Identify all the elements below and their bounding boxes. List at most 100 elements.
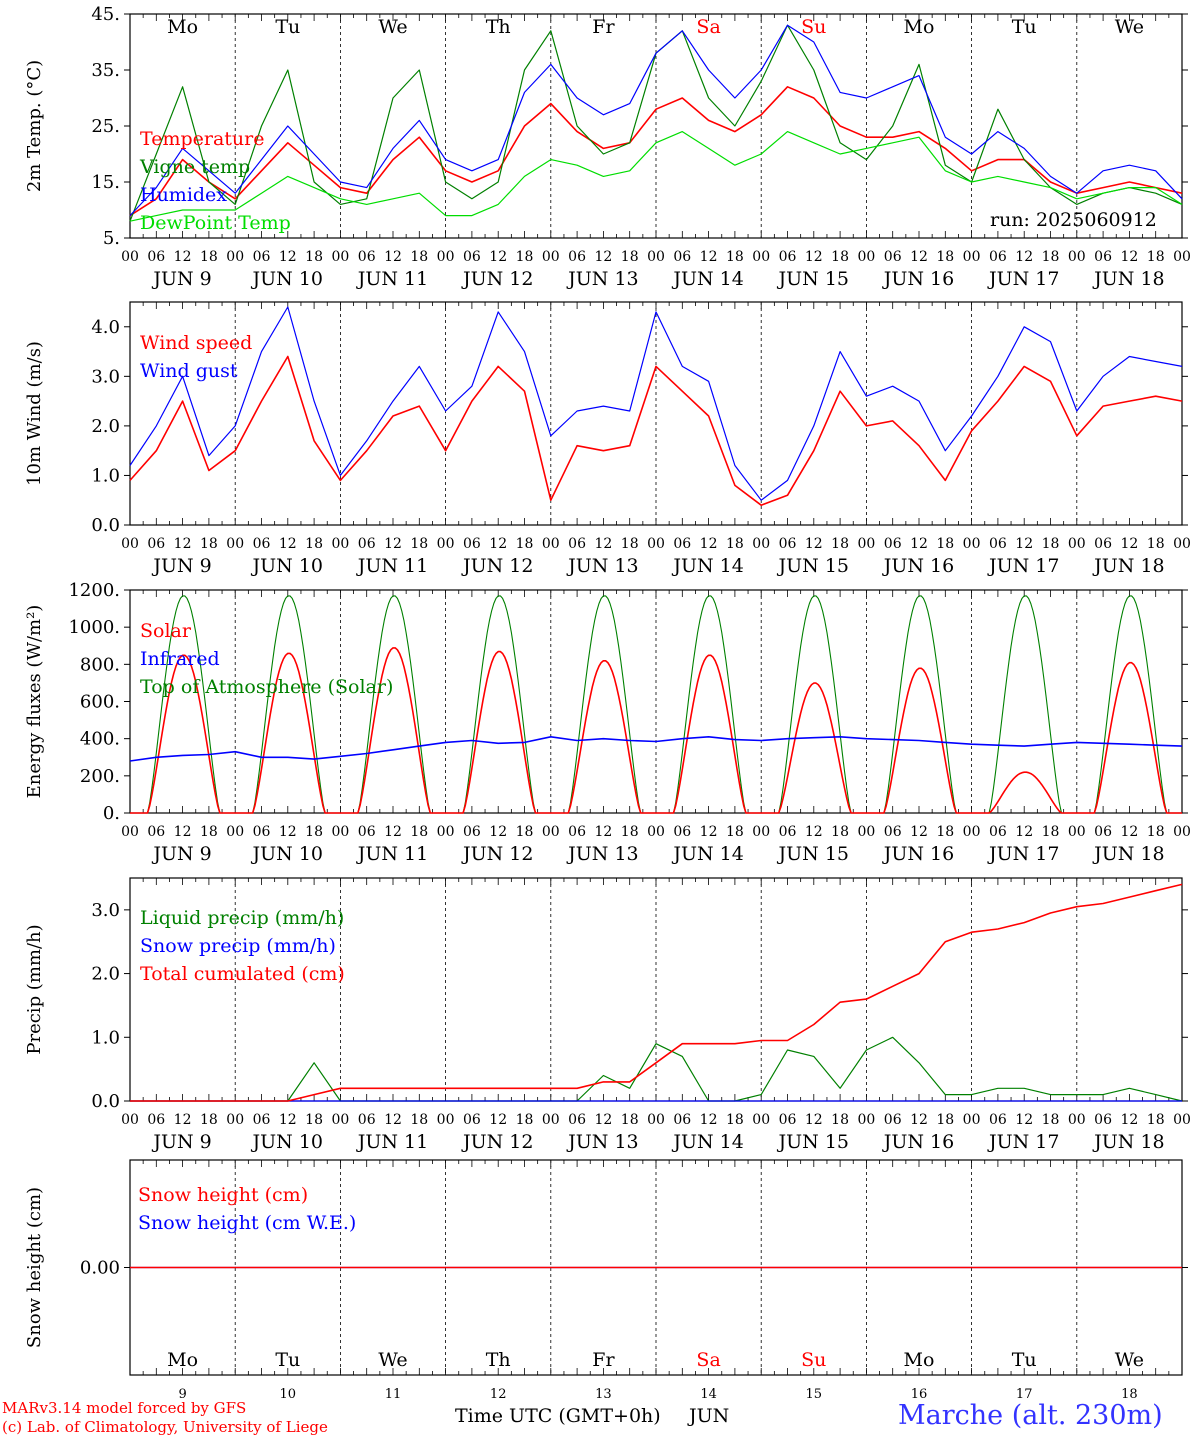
hour-tick-label: 06 [463, 536, 481, 552]
weekday-label-bottom: Th [486, 1349, 511, 1371]
legend-entry: Snow height (cm W.E.) [138, 1212, 356, 1234]
hour-tick-label: 06 [779, 1112, 797, 1128]
run-label: run: 2025060912 [990, 209, 1157, 231]
y-tick-label: 1.0 [91, 1027, 120, 1048]
hour-tick-label: 00 [542, 824, 560, 840]
weekday-label-top: We [378, 16, 407, 38]
day-number-label: 12 [490, 1387, 507, 1402]
y-tick-label: 0. [103, 803, 120, 824]
hour-tick-label: 06 [884, 249, 902, 265]
hour-tick-label: 18 [1042, 249, 1060, 265]
hour-tick-label: 12 [700, 824, 718, 840]
hour-tick-label: 18 [621, 824, 639, 840]
hour-tick-label: 12 [910, 824, 928, 840]
date-label: JUN 9 [151, 555, 211, 577]
hour-tick-label: 00 [121, 536, 139, 552]
hour-tick-label: 00 [857, 249, 875, 265]
date-label: JUN 17 [987, 268, 1059, 290]
hour-tick-label: 12 [910, 1112, 928, 1128]
hour-tick-label: 00 [1173, 536, 1191, 552]
hour-tick-label: 06 [779, 824, 797, 840]
legend-entry: Solar [140, 620, 192, 642]
hour-tick-label: 12 [1120, 536, 1138, 552]
hour-tick-label: 18 [516, 824, 534, 840]
hour-tick-label: 00 [1068, 536, 1086, 552]
day-number-label: 11 [385, 1387, 402, 1402]
y-tick-label: 0.0 [91, 1091, 120, 1112]
hour-tick-label: 18 [200, 1112, 218, 1128]
legend-entry: Wind speed [140, 332, 252, 354]
hour-tick-label: 12 [910, 249, 928, 265]
hour-tick-label: 06 [358, 536, 376, 552]
y-tick-label: 2.0 [91, 416, 120, 437]
hour-tick-label: 06 [989, 536, 1007, 552]
legend-entry: Snow height (cm) [138, 1184, 308, 1206]
hour-tick-label: 00 [226, 824, 244, 840]
day-number-label: 10 [280, 1387, 297, 1402]
weekday-label-bottom: Mo [167, 1349, 198, 1371]
series-line-temp-2 [129, 24, 1183, 217]
hour-tick-label: 18 [305, 1112, 323, 1128]
hour-tick-label: 00 [542, 536, 560, 552]
hour-tick-label: 06 [147, 1112, 165, 1128]
hour-tick-label: 18 [305, 249, 323, 265]
hour-tick-label: 18 [831, 536, 849, 552]
hour-tick-label: 06 [463, 1112, 481, 1128]
day-number-label: 14 [700, 1387, 717, 1402]
hour-tick-label: 18 [516, 1112, 534, 1128]
date-label: JUN 15 [777, 555, 849, 577]
hour-tick-label: 00 [1173, 1112, 1191, 1128]
hour-tick-label: 00 [331, 1112, 349, 1128]
panel-frame [129, 589, 1183, 814]
weekday-label-bottom: Tu [275, 1349, 300, 1371]
hour-tick-label: 18 [1147, 536, 1165, 552]
y-tick-label: 400. [80, 729, 120, 750]
date-label: JUN 15 [777, 843, 849, 865]
hour-tick-label: 12 [174, 536, 192, 552]
weekday-label-top: Sa [696, 16, 720, 38]
date-label: JUN 10 [251, 268, 323, 290]
hour-tick-label: 00 [437, 824, 455, 840]
day-number-label: 9 [178, 1387, 186, 1402]
hour-tick-label: 18 [200, 536, 218, 552]
hour-tick-label: 18 [831, 249, 849, 265]
hour-tick-label: 00 [857, 824, 875, 840]
hour-tick-label: 06 [463, 249, 481, 265]
hour-tick-label: 00 [752, 536, 770, 552]
hour-tick-label: 00 [437, 536, 455, 552]
hour-tick-label: 00 [857, 1112, 875, 1128]
date-label: JUN 11 [356, 555, 428, 577]
series-line-precip-0 [130, 1036, 1183, 1102]
hour-tick-label: 00 [121, 1112, 139, 1128]
date-label: JUN 11 [356, 843, 428, 865]
hour-tick-label: 06 [673, 824, 691, 840]
y-tick-label: 15. [91, 172, 120, 193]
hour-tick-label: 12 [279, 824, 297, 840]
hour-tick-label: 12 [174, 249, 192, 265]
date-label: JUN 13 [566, 555, 638, 577]
model-credit: MARv3.14 model forced by GFS [2, 1399, 247, 1417]
hour-tick-label: 12 [1120, 1112, 1138, 1128]
weekday-label-bottom: We [1115, 1349, 1144, 1371]
hour-tick-label: 00 [542, 1112, 560, 1128]
hour-tick-label: 06 [147, 824, 165, 840]
date-label: JUN 16 [882, 555, 954, 577]
hour-tick-label: 06 [358, 824, 376, 840]
hour-tick-label: 18 [1147, 249, 1165, 265]
weekday-label-top: Fr [592, 16, 615, 38]
series-line-temp-0 [129, 86, 1183, 217]
hour-tick-label: 18 [621, 1112, 639, 1128]
hour-tick-label: 12 [174, 1112, 192, 1128]
date-label: JUN 13 [566, 268, 638, 290]
hour-tick-label: 18 [1042, 1112, 1060, 1128]
hour-tick-label: 06 [673, 536, 691, 552]
date-label: JUN 14 [671, 268, 743, 290]
legend-entry: Wind gust [140, 360, 238, 382]
date-label: JUN 13 [566, 843, 638, 865]
hour-tick-label: 18 [936, 824, 954, 840]
series-infrared-line [129, 735, 1183, 762]
day-number-label: 16 [911, 1387, 928, 1402]
legend-entry: Liquid precip (mm/h) [140, 907, 344, 929]
hour-tick-label: 00 [121, 824, 139, 840]
hour-tick-label: 06 [147, 249, 165, 265]
